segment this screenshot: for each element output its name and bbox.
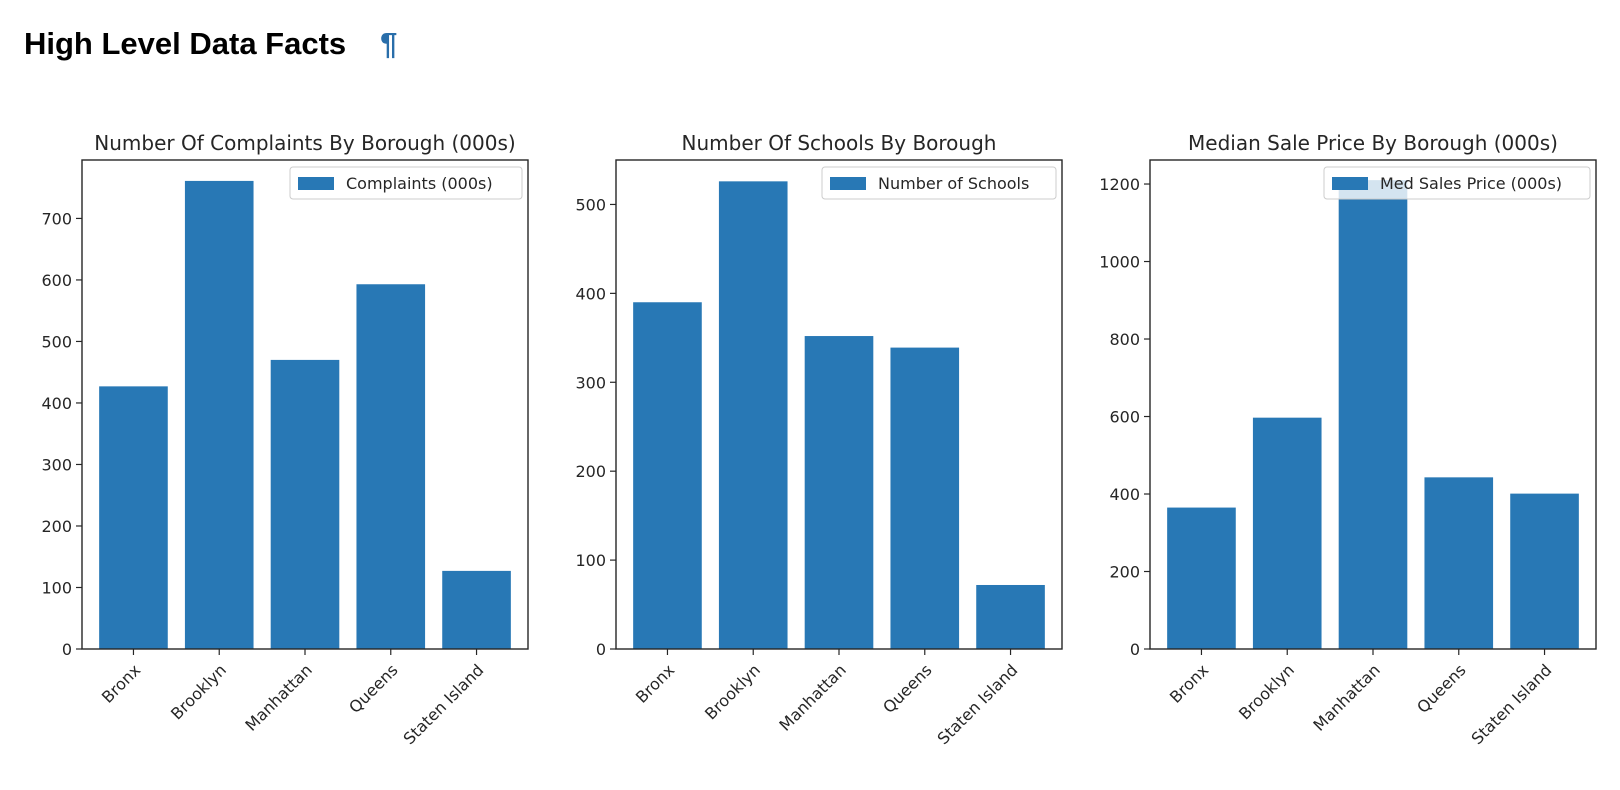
chart-title: Median Sale Price By Borough (000s) <box>1188 131 1558 155</box>
bar-queens <box>356 284 426 649</box>
y-tick-label: 0 <box>596 640 606 659</box>
x-tick-label: Bronx <box>1166 660 1212 706</box>
x-tick-label: Queens <box>345 660 402 717</box>
plot-frame <box>615 159 1063 650</box>
legend-swatch <box>1332 177 1368 190</box>
bar-brooklyn <box>184 180 254 649</box>
legend: Med Sales Price (000s) <box>1323 166 1591 200</box>
bar-bronx <box>1167 507 1236 649</box>
y-tick-label: 0 <box>1130 640 1140 659</box>
chart-3: Median Sale Price By Borough (000s) 0 200 4… <box>1099 131 1597 748</box>
x-tick-label: Staten Island <box>400 660 488 748</box>
legend-label: Med Sales Price (000s) <box>1380 174 1562 193</box>
bar-brooklyn <box>1252 417 1322 649</box>
plot-frame <box>1149 159 1597 650</box>
x-tick-label: Manhattan <box>1309 660 1383 734</box>
y-tick-label: 700 <box>41 209 72 228</box>
legend-box <box>1323 166 1591 200</box>
bar-manhattan <box>1338 180 1408 649</box>
x-tick-label: Bronx <box>632 660 678 706</box>
x-tick-label: Queens <box>1413 660 1470 717</box>
bar-bronx <box>633 302 702 649</box>
x-tick-label: Bronx <box>98 660 144 706</box>
y-tick-label: 1200 <box>1099 175 1140 194</box>
chart-2: Number Of Schools By Borough 0 100 200 300 40… <box>575 131 1063 748</box>
x-tick-label: Brooklyn <box>1235 660 1298 723</box>
legend-swatch <box>298 177 334 190</box>
x-tick-label: Brooklyn <box>701 660 764 723</box>
y-tick-label: 200 <box>1109 563 1140 582</box>
bar-staten-island <box>1510 493 1579 649</box>
legend: Complaints (000s) <box>289 166 523 200</box>
plot-frame <box>81 159 529 650</box>
legend-label: Number of Schools <box>878 174 1029 193</box>
y-tick-label: 300 <box>41 455 72 474</box>
bar-manhattan <box>804 336 874 649</box>
y-tick-label: 100 <box>41 578 72 597</box>
y-tick-label: 300 <box>575 373 606 392</box>
section-heading: High Level Data Facts ¶ <box>24 26 397 62</box>
y-tick-label: 100 <box>575 551 606 570</box>
x-tick-label: Manhattan <box>775 660 849 734</box>
bar-staten-island <box>976 584 1045 649</box>
y-tick-label: 400 <box>1109 485 1140 504</box>
legend-box <box>289 166 523 200</box>
x-tick-label: Queens <box>879 660 936 717</box>
legend-swatch <box>830 177 866 190</box>
legend-label: Complaints (000s) <box>346 174 493 193</box>
y-tick-label: 200 <box>575 462 606 481</box>
y-tick-label: 200 <box>41 517 72 536</box>
y-tick-label: 1000 <box>1099 253 1140 272</box>
chart-1: Number Of Complaints By Borough (000s) 0 1… <box>41 131 529 748</box>
pilcrow-anchor-link[interactable]: ¶ <box>380 26 398 61</box>
x-tick-label: Staten Island <box>934 660 1022 748</box>
y-tick-label: 400 <box>575 284 606 303</box>
y-tick-label: 400 <box>41 394 72 413</box>
y-tick-label: 600 <box>1109 408 1140 427</box>
bar-staten-island <box>442 570 511 649</box>
section-heading-text: High Level Data Facts <box>24 26 347 61</box>
bar-manhattan <box>270 359 340 649</box>
bar-queens <box>890 347 960 649</box>
y-tick-label: 500 <box>575 195 606 214</box>
x-tick-label: Manhattan <box>241 660 315 734</box>
y-tick-label: 0 <box>62 640 72 659</box>
bar-brooklyn <box>718 181 788 649</box>
legend-box <box>821 166 1057 200</box>
legend: Number of Schools <box>821 166 1057 200</box>
y-tick-label: 800 <box>1109 330 1140 349</box>
bar-bronx <box>99 386 168 649</box>
x-tick-label: Brooklyn <box>167 660 230 723</box>
bar-queens <box>1424 477 1494 649</box>
chart-title: Number Of Schools By Borough <box>682 131 997 155</box>
x-tick-label: Staten Island <box>1468 660 1556 748</box>
y-tick-label: 600 <box>41 271 72 290</box>
chart-title: Number Of Complaints By Borough (000s) <box>94 131 515 155</box>
y-tick-label: 500 <box>41 332 72 351</box>
